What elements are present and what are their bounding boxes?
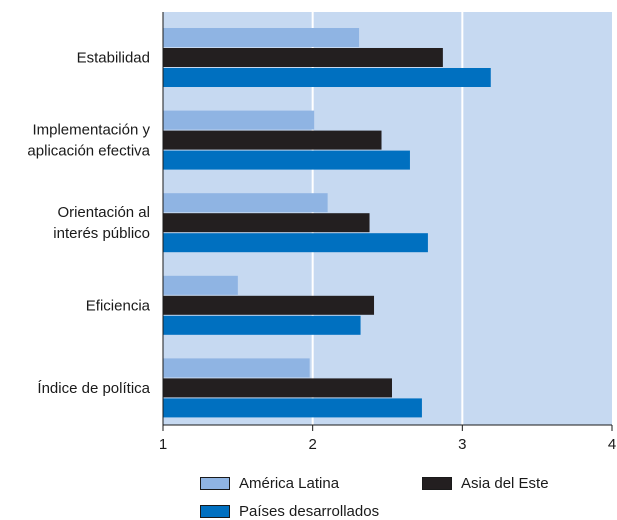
bar-paises-desarrollados [163, 68, 491, 87]
bar-paises-desarrollados [163, 150, 410, 170]
bar-america-latina [163, 275, 238, 295]
bar-america-latina [163, 110, 315, 130]
bar-paises-desarrollados [163, 398, 422, 418]
category-label-line: interés público [53, 225, 150, 242]
bar-america-latina [163, 193, 328, 213]
x-tick-label: 3 [458, 436, 466, 453]
category-label: Eficiencia [86, 297, 151, 314]
bar-asia-del-este [163, 130, 382, 150]
x-tick-label: 1 [159, 436, 167, 453]
category-label-line: Estabilidad [77, 50, 150, 67]
category-label: Índice de política [37, 380, 150, 397]
bar-asia-del-este [163, 213, 370, 233]
bar-america-latina [163, 28, 360, 47]
bar-america-latina [163, 358, 310, 378]
category-label: Implementación y aplicación efectiva [27, 122, 150, 160]
bar-asia-del-este [163, 378, 392, 398]
x-tick-label: 2 [308, 436, 316, 453]
bar-paises-desarrollados [163, 233, 428, 253]
x-tick-label: 4 [608, 436, 616, 453]
category-label-line: Implementación y [32, 122, 150, 139]
category-label-line: Orientación al [57, 204, 150, 221]
category-label-line: aplicación efectiva [27, 143, 150, 160]
category-label: Estabilidad [77, 50, 150, 67]
bar-asia-del-este [163, 48, 443, 67]
category-label-line: Eficiencia [86, 297, 151, 314]
bar-asia-del-este [163, 295, 375, 315]
category-label: Orientación al interés público [53, 204, 150, 242]
bar-paises-desarrollados [163, 315, 361, 335]
category-label-line: Índice de política [37, 380, 150, 397]
